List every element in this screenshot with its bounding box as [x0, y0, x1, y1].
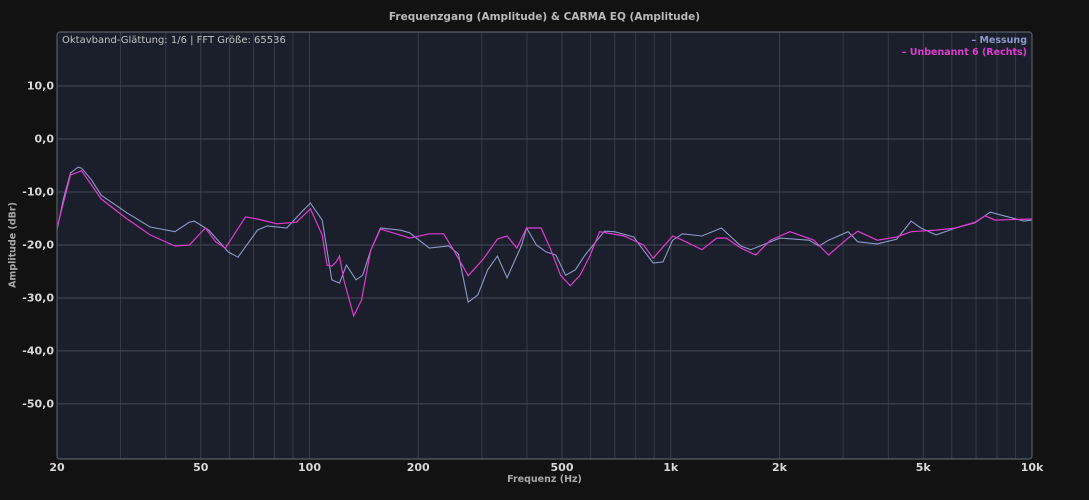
y-tick-label: -20,0: [22, 238, 54, 252]
x-tick-label: 500: [550, 461, 574, 474]
x-tick-label: 2k: [771, 461, 787, 474]
x-tick-label: 1k: [663, 461, 679, 474]
x-tick-label: 50: [193, 461, 209, 474]
y-tick-label: -50,0: [22, 397, 54, 411]
series-line-eq: [56, 170, 1033, 318]
y-tick-label: -10,0: [22, 185, 54, 199]
y-tick-label: -30,0: [22, 291, 54, 305]
legend-item-eq[interactable]: – Unbenannt 6 (Rechts): [901, 47, 1027, 58]
y-axis-label: Amplitude (dBr): [7, 202, 19, 288]
y-tick-label: 0,0: [34, 132, 55, 146]
info-text: Oktavband-Glättung: 1/6 | FFT Größe: 655…: [62, 35, 286, 46]
series-line-measurement: [56, 166, 1033, 304]
plot-background: [57, 32, 1032, 459]
x-tick-label: 100: [298, 461, 321, 474]
x-tick-label: 20: [49, 461, 65, 474]
x-tick-label: 5k: [915, 461, 931, 474]
y-tick-label: -40,0: [22, 344, 54, 358]
legend: – Messung – Unbenannt 6 (Rechts): [902, 35, 1027, 59]
x-tick-label: 200: [406, 461, 430, 474]
x-tick-label: 10k: [1020, 461, 1044, 474]
plot-frame: [56, 31, 1033, 460]
y-tick-label: 10,0: [26, 79, 54, 93]
legend-item-measurement[interactable]: – Messung: [971, 35, 1027, 46]
x-axis-label: Frequenz (Hz): [507, 474, 582, 485]
chart-title: Frequenzgang (Amplitude) & CARMA EQ (Amp…: [388, 11, 701, 23]
grid-lines: [57, 32, 1032, 459]
